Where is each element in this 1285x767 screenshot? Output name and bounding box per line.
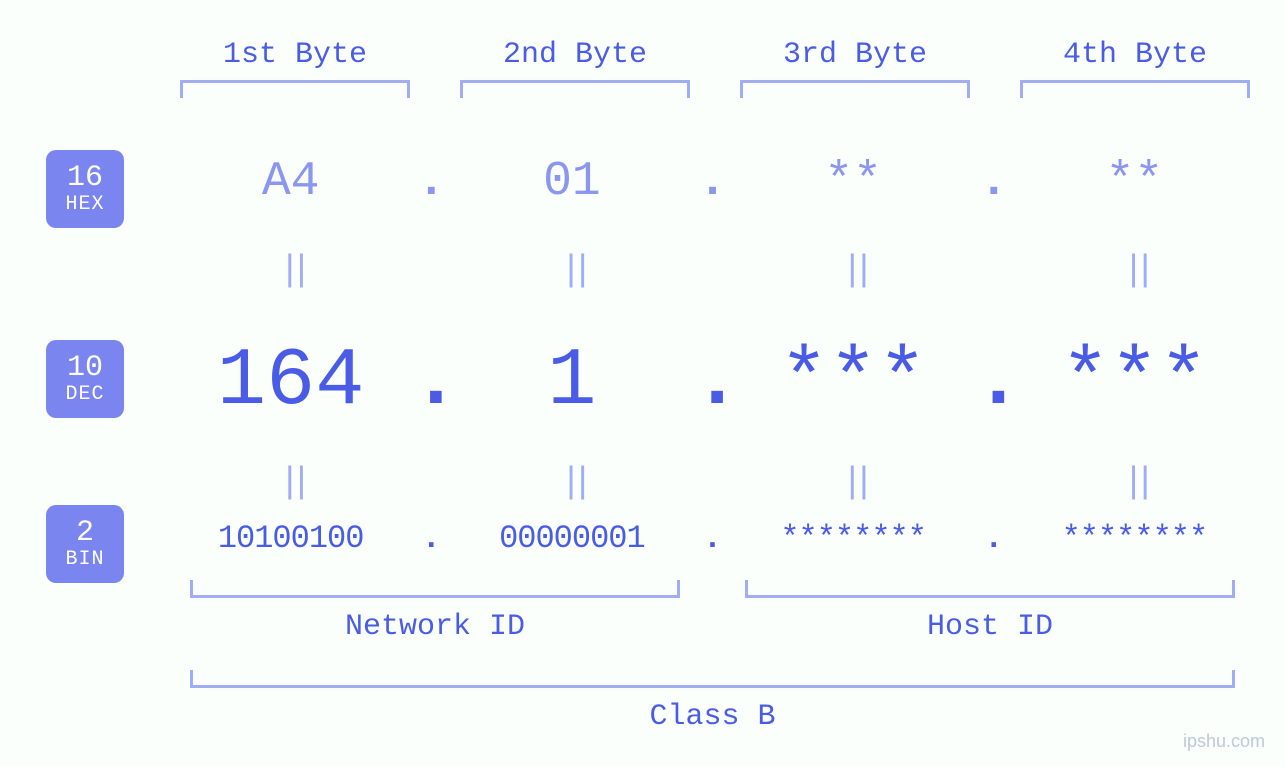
equals-icon: ||: [733, 250, 974, 291]
bin-row: 10100100 . 00000001 . ******** . *******…: [170, 520, 1255, 557]
dec-byte-1: 164: [170, 335, 411, 428]
dec-byte-4: ***: [1014, 335, 1255, 428]
equals-row-1: || || || ||: [170, 250, 1255, 291]
diagram-root: 1st Byte 2nd Byte 3rd Byte 4th Byte 16 H…: [0, 0, 1285, 767]
base-radix: 16: [67, 163, 103, 195]
class-bracket: [190, 670, 1235, 688]
base-radix: 10: [67, 353, 103, 385]
base-radix: 2: [76, 518, 94, 550]
bin-byte-2: 00000001: [451, 520, 692, 557]
equals-icon: ||: [451, 250, 692, 291]
host-id-bracket: [745, 580, 1235, 598]
hex-byte-4: **: [1014, 155, 1255, 209]
network-id-label: Network ID: [190, 610, 680, 644]
dot: .: [693, 155, 733, 209]
equals-row-2: || || || ||: [170, 462, 1255, 503]
byte-header-2: 2nd Byte: [460, 38, 690, 72]
bin-byte-1: 10100100: [170, 520, 411, 557]
equals-icon: ||: [733, 462, 974, 503]
byte-bracket-1: [180, 80, 410, 98]
dot: .: [693, 335, 733, 428]
base-label: DEC: [65, 384, 104, 405]
dot: .: [411, 335, 451, 428]
host-id-label: Host ID: [745, 610, 1235, 644]
equals-icon: ||: [1014, 462, 1255, 503]
hex-byte-2: 01: [451, 155, 692, 209]
network-id-bracket: [190, 580, 680, 598]
class-label: Class B: [190, 700, 1235, 734]
base-badge-bin: 2 BIN: [46, 505, 124, 583]
base-badge-dec: 10 DEC: [46, 340, 124, 418]
bin-byte-3: ********: [733, 520, 974, 557]
dot: .: [974, 335, 1014, 428]
dot: .: [974, 155, 1014, 209]
dot: .: [693, 520, 733, 557]
base-badge-hex: 16 HEX: [46, 150, 124, 228]
equals-icon: ||: [170, 462, 411, 503]
byte-header-1: 1st Byte: [180, 38, 410, 72]
watermark: ipshu.com: [1183, 731, 1265, 752]
hex-byte-3: **: [733, 155, 974, 209]
dot: .: [974, 520, 1014, 557]
dec-byte-2: 1: [451, 335, 692, 428]
dec-byte-3: ***: [733, 335, 974, 428]
bin-byte-4: ********: [1014, 520, 1255, 557]
hex-row: A4 . 01 . ** . **: [170, 155, 1255, 209]
byte-header-3: 3rd Byte: [740, 38, 970, 72]
byte-bracket-3: [740, 80, 970, 98]
equals-icon: ||: [170, 250, 411, 291]
byte-bracket-2: [460, 80, 690, 98]
byte-bracket-4: [1020, 80, 1250, 98]
byte-header-4: 4th Byte: [1020, 38, 1250, 72]
dot: .: [411, 155, 451, 209]
dec-row: 164 . 1 . *** . ***: [170, 335, 1255, 428]
base-label: HEX: [65, 194, 104, 215]
base-label: BIN: [65, 549, 104, 570]
dot: .: [411, 520, 451, 557]
equals-icon: ||: [451, 462, 692, 503]
hex-byte-1: A4: [170, 155, 411, 209]
equals-icon: ||: [1014, 250, 1255, 291]
